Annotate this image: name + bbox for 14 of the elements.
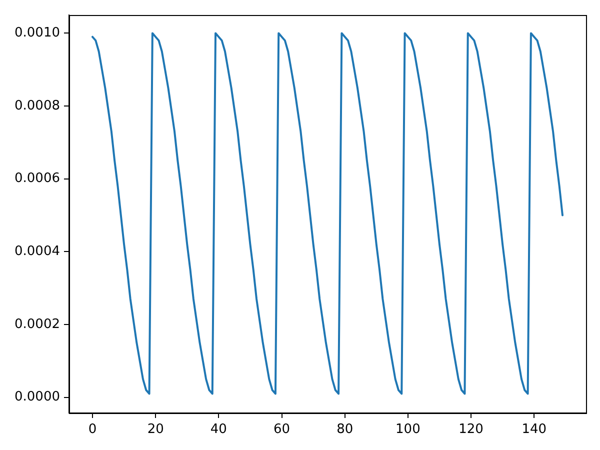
y-tick-label: 0.0000: [14, 390, 60, 405]
y-tick-label: 0.0002: [14, 316, 60, 332]
y-tick-label: 0.0004: [14, 244, 60, 260]
y-tick-label: 0.0010: [14, 26, 60, 41]
x-tick-label: 140: [522, 422, 547, 438]
x-tick-label: 20: [147, 422, 164, 438]
x-tick-label: 40: [210, 422, 227, 438]
y-tick-label: 0.0008: [14, 98, 60, 114]
x-tick-label: 100: [396, 422, 420, 438]
x-tick-label: 120: [458, 422, 484, 438]
x-tick-label: 0: [88, 422, 97, 438]
x-tick-label: 60: [273, 422, 290, 438]
x-tick-label: 80: [336, 422, 354, 438]
y-tick-label: 0.0006: [14, 171, 60, 186]
